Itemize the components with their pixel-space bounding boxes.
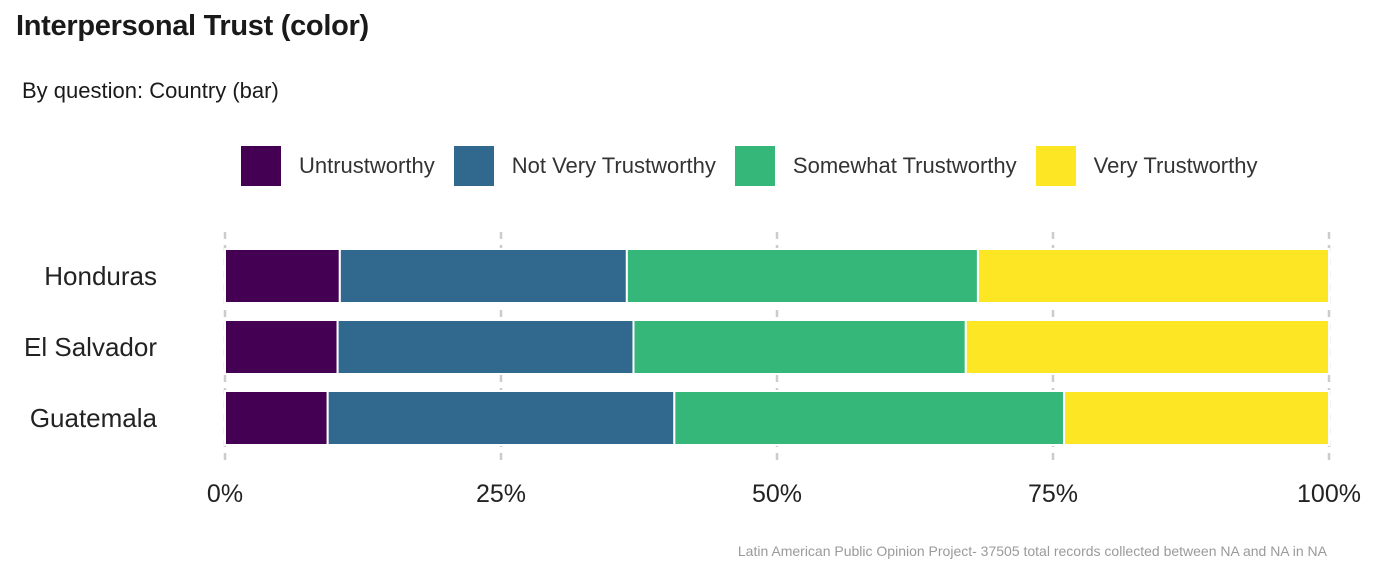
legend-swatch-somewhat-trustworthy [734,146,775,186]
legend-swatch-untrustworthy [241,146,281,186]
bar-segment [632,319,967,375]
legend-item-very-trustworthy: Very Trustworthy [1035,146,1258,186]
y-tick-label: Honduras [44,261,157,291]
bar-segment [338,248,628,304]
chart-subtitle: By question: Country (bar) [22,78,279,103]
legend-swatch-not-very-trustworthy [453,146,494,186]
bar-segment [673,390,1066,446]
x-tick-label: 100% [1297,480,1361,508]
legend-swatch-very-trustworthy [1035,146,1076,186]
bar-segment [1063,390,1331,446]
legend-item-untrustworthy: Untrustworthy [241,146,435,186]
x-tick-label: 50% [752,480,802,508]
legend-label-somewhat-trustworthy: Somewhat Trustworthy [792,153,1017,178]
y-tick-label: El Salvador [24,332,157,362]
bar-segment [625,248,979,304]
legend-item-somewhat-trustworthy: Somewhat Trustworthy [734,146,1017,186]
chart-title: Interpersonal Trust (color) [16,10,369,42]
legend-item-not-very-trustworthy: Not Very Trustworthy [453,146,716,186]
bar-segment [964,319,1330,375]
bar-segment [326,390,676,446]
bar-segment [976,248,1330,304]
bar-segment [224,248,341,304]
legend-label-very-trustworthy: Very Trustworthy [1093,153,1258,178]
bar-segment [224,319,339,375]
legend-label-not-very-trustworthy: Not Very Trustworthy [511,153,716,178]
chart-caption: Latin American Public Opinion Project- 3… [737,543,1327,559]
x-tick-label: 75% [1028,480,1078,508]
y-tick-label: Guatemala [30,403,158,433]
x-tick-label: 0% [207,480,243,508]
bar-segment [336,319,635,375]
legend: Untrustworthy Not Very Trustworthy Somew… [241,146,1277,186]
legend-label-untrustworthy: Untrustworthy [299,153,435,178]
bar-segment [224,390,329,446]
x-tick-label: 25% [476,480,526,508]
